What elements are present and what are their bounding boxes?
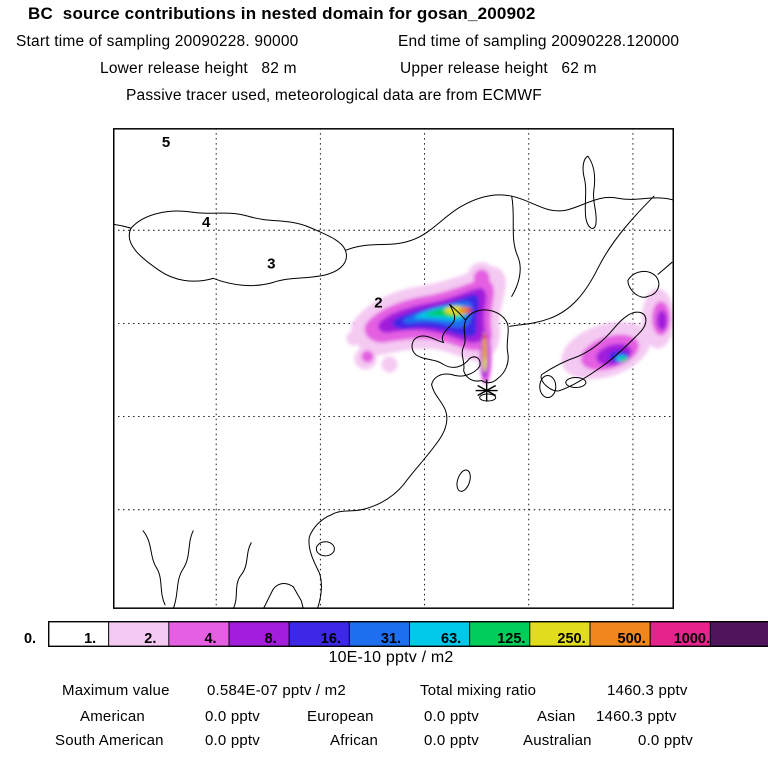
sakhalin-island xyxy=(582,155,597,229)
lower-release-text: Lower release height 82 m xyxy=(100,60,297,77)
stat-asian-name: Asian xyxy=(537,708,576,725)
tick-1: 1. xyxy=(84,631,97,647)
china-coast xyxy=(308,303,481,610)
taiwan-island xyxy=(456,469,471,492)
amur-river xyxy=(510,195,521,297)
tick-125: 125. xyxy=(497,631,526,647)
stat-european-name: European xyxy=(307,708,374,725)
colorbar xyxy=(30,603,768,647)
nest-label-3: 3 xyxy=(267,255,275,272)
indochina-coast-2 xyxy=(232,542,252,610)
kyushu-island xyxy=(539,375,557,399)
west-border-link xyxy=(112,223,132,229)
stat-american-value: 0.0 pptv xyxy=(205,708,260,725)
start-time-text: Start time of sampling 20090228. 90000 xyxy=(16,33,299,50)
stat-african-value: 0.0 pptv xyxy=(424,732,479,749)
stat-australian-value: 0.0 pptv xyxy=(638,732,693,749)
map-canvas: 5 4 3 2 xyxy=(112,128,675,610)
nest-label-4: 4 xyxy=(202,214,211,231)
indochina-coast-1 xyxy=(172,530,194,610)
stat-american-name: American xyxy=(80,708,145,725)
colorbar-seg-9 xyxy=(589,621,651,647)
max-value-label: Maximum value xyxy=(62,682,170,699)
nest-label-2: 2 xyxy=(374,294,382,311)
colorbar-seg-6 xyxy=(408,621,470,647)
indochina-coast-3 xyxy=(262,583,304,610)
tick-2: 2. xyxy=(144,631,157,647)
colorbar-canvas xyxy=(47,621,768,647)
tick-8: 8. xyxy=(264,631,277,647)
colorbar-frame xyxy=(47,621,768,647)
map-panel: 5 4 3 2 xyxy=(95,110,675,610)
korea-peninsula xyxy=(461,309,509,384)
coastlines xyxy=(112,155,675,610)
hokkaido-island xyxy=(627,270,659,298)
tick-500: 500. xyxy=(617,631,646,647)
jeju-island xyxy=(478,393,496,402)
north-border xyxy=(344,194,675,251)
stat-south-american-name: South American xyxy=(55,732,164,749)
colorbar-units-label: 10E-10 pptv / m2 xyxy=(328,649,454,666)
total-ratio-label: Total mixing ratio xyxy=(420,682,537,699)
tick-63: 63. xyxy=(441,631,462,647)
tick-1000: 1000. xyxy=(673,631,710,647)
end-time-text: End time of sampling 20090228.120000 xyxy=(398,33,680,50)
tick-250: 250. xyxy=(557,631,586,647)
stat-south-american-value: 0.0 pptv xyxy=(205,732,260,749)
stat-african-name: African xyxy=(330,732,379,749)
upper-release-text: Upper release height 62 m xyxy=(400,60,597,77)
plume-level-10 xyxy=(466,307,487,339)
colorbar-seg-3 xyxy=(228,621,290,647)
primorye-coast xyxy=(508,195,655,327)
shikoku-island xyxy=(565,377,587,389)
stat-australian-name: Australian xyxy=(523,732,592,749)
tracer-note-text: Passive tracer used, meteorological data… xyxy=(126,87,542,104)
colorbar-seg-5 xyxy=(348,621,410,647)
colorbar-seg-4 xyxy=(288,621,350,647)
nest-level-labels: 5 4 3 2 xyxy=(162,134,383,311)
stat-asian-value: 1460.3 pptv xyxy=(596,708,677,725)
max-value: 0.584E-07 pptv / m2 xyxy=(207,682,346,699)
total-ratio-value: 1460.3 pptv xyxy=(607,682,688,699)
honshu-island xyxy=(540,311,647,392)
nest-label-5: 5 xyxy=(162,134,170,151)
stat-european-value: 0.0 pptv xyxy=(424,708,479,725)
tick-0: 0. xyxy=(23,631,37,647)
tick-16: 16. xyxy=(320,631,341,647)
tick-31: 31. xyxy=(380,631,402,647)
plume-level-9 xyxy=(458,306,487,361)
tick-4: 4. xyxy=(204,631,217,647)
concentration-plume xyxy=(346,262,674,385)
page-title: BC source contributions in nested domain… xyxy=(28,4,536,23)
mongolia-border xyxy=(128,210,347,287)
kuril-line xyxy=(657,261,673,275)
bay-of-bengal-coast xyxy=(142,530,166,606)
hainan-island xyxy=(315,541,335,557)
colorbar-ticks: 0. 1. 2. 4. 8. 16. 31. 63. 125. 250. 500… xyxy=(24,631,752,649)
receptor-star-marker xyxy=(475,379,498,402)
map-frame xyxy=(112,128,674,609)
